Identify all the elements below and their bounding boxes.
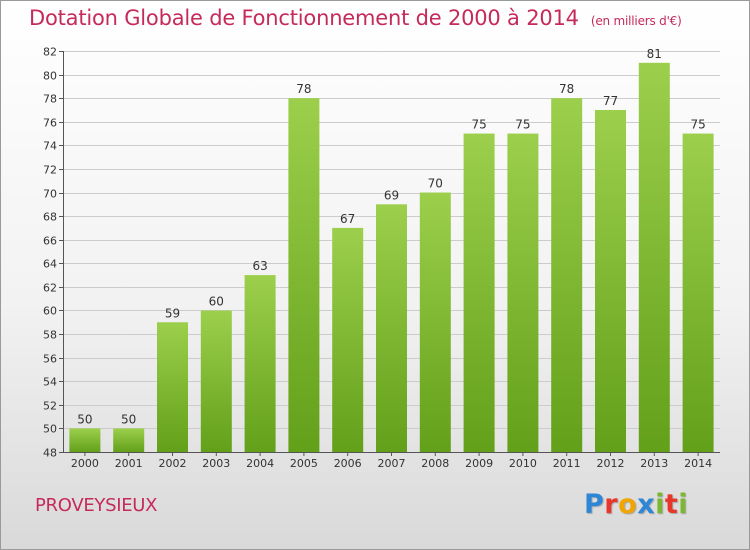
x-tick-label: 2013	[640, 457, 668, 470]
logo-letter: x	[637, 489, 656, 520]
logo-letter: t	[664, 489, 679, 520]
y-tick-label: 60	[43, 305, 57, 318]
x-tick-label: 2005	[290, 457, 318, 470]
y-tick-label: 82	[43, 46, 57, 59]
axes: 48 50 52 54 56 58 60 62 64 66 68 70 72 74 76 78 80 82 2000…	[43, 46, 720, 470]
bars	[69, 62, 714, 453]
data-label: 59	[165, 306, 180, 320]
bar	[113, 428, 145, 452]
logo-letter: r	[604, 489, 619, 520]
data-label: 50	[121, 412, 136, 426]
x-tick-label: 2009	[465, 457, 493, 470]
chart-title-text: Dotation Globale de Fonctionnement de 20…	[29, 6, 579, 30]
data-label: 75	[690, 118, 705, 132]
x-tick-label: 2002	[159, 457, 187, 470]
commune-name: PROVEYSIEUX	[35, 495, 158, 516]
bar	[551, 98, 583, 453]
x-tick-label: 2001	[115, 457, 143, 470]
data-label: 75	[471, 118, 486, 132]
y-tick-label: 56	[43, 353, 57, 366]
data-label: 78	[296, 82, 311, 96]
data-label: 60	[209, 294, 224, 308]
bar	[595, 109, 626, 453]
bar	[463, 133, 495, 452]
x-tick-label: 2007	[378, 457, 406, 470]
bar	[376, 204, 407, 452]
y-tick-label: 48	[43, 447, 57, 460]
y-tick-label: 58	[43, 329, 57, 342]
data-label: 50	[77, 412, 92, 426]
data-label: 81	[647, 47, 662, 61]
x-tick-label: 2000	[71, 457, 99, 470]
bar	[332, 227, 364, 452]
data-label: 70	[428, 177, 443, 191]
y-tick-label: 62	[43, 282, 57, 295]
proxiti-logo: Proxiti	[584, 489, 688, 520]
x-tick-label: 2011	[553, 457, 581, 470]
bar	[507, 133, 539, 452]
data-label: 78	[559, 82, 574, 96]
bar	[157, 322, 188, 452]
chart-subtitle: (en milliers d'€)	[590, 14, 682, 28]
x-tick-label: 2014	[684, 457, 712, 470]
logo-letter: i	[655, 489, 665, 520]
logo-letter: o	[618, 489, 638, 520]
bar	[638, 62, 670, 452]
x-tick-label: 2006	[334, 457, 362, 470]
y-tick-label: 54	[43, 376, 57, 389]
x-tick-label: 2012	[597, 457, 625, 470]
x-tick-label: 2004	[246, 457, 274, 470]
y-tick-label: 50	[43, 423, 57, 436]
bar	[419, 192, 451, 452]
logo-letter: i	[678, 489, 689, 520]
data-label: 75	[515, 118, 530, 132]
y-tick-label: 52	[43, 400, 57, 413]
logo-letter: P	[584, 489, 605, 520]
y-tick-label: 78	[43, 93, 57, 106]
y-tick-label: 70	[43, 188, 57, 201]
y-tick-label: 74	[43, 140, 57, 153]
data-label: 77	[603, 94, 618, 108]
x-tick-label: 2008	[421, 457, 449, 470]
bar	[682, 133, 714, 452]
y-tick-label: 68	[43, 211, 57, 224]
x-tick-label: 2010	[509, 457, 537, 470]
chart-title: Dotation Globale de Fonctionnement de 20…	[29, 6, 682, 30]
data-label: 63	[252, 259, 267, 273]
data-label: 67	[340, 212, 355, 226]
y-tick-label: 80	[43, 70, 57, 83]
bar	[200, 310, 232, 452]
bar	[288, 98, 320, 453]
y-tick-label: 64	[43, 258, 57, 271]
bar	[244, 275, 276, 452]
y-tick-label: 66	[43, 235, 57, 248]
data-label: 69	[384, 188, 399, 202]
y-tick-label: 72	[43, 164, 57, 177]
data-labels: 50 50 59 60 63 78 67 69 70 75 75 78 77 81 75	[77, 47, 705, 427]
x-tick-label: 2003	[202, 457, 230, 470]
y-tick-label: 76	[43, 117, 57, 130]
bar	[69, 428, 101, 452]
